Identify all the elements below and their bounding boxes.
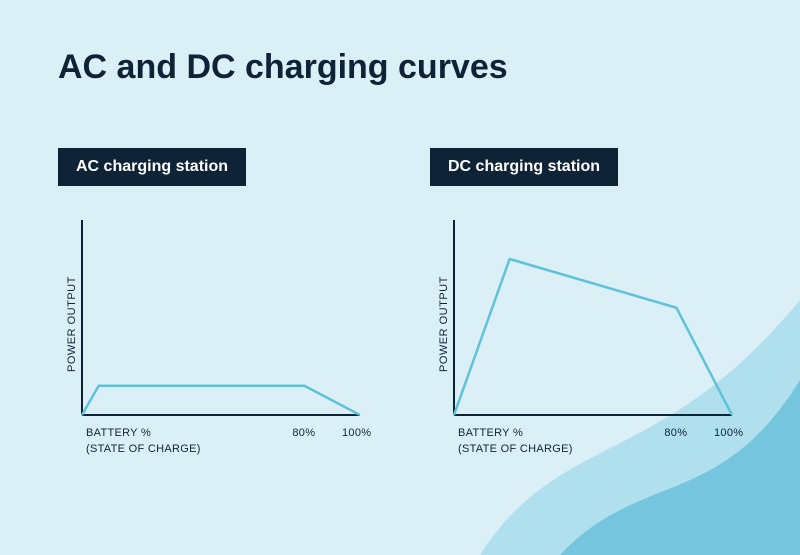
ac-chart: POWER OUTPUT BATTERY % (STATE OF CHARGE)… <box>58 220 378 475</box>
dc-x-axis-label-line2: (STATE OF CHARGE) <box>458 443 573 455</box>
ac-chart-label: AC charging station <box>58 148 246 186</box>
dc-xtick-100: 100% <box>714 427 743 439</box>
ac-y-axis-label: POWER OUTPUT <box>66 276 78 372</box>
dc-chart: POWER OUTPUT BATTERY % (STATE OF CHARGE)… <box>430 220 750 475</box>
ac-chart-svg <box>80 220 370 425</box>
ac-x-axis-label-line2: (STATE OF CHARGE) <box>86 443 201 455</box>
content-layer: AC and DC charging curves AC charging st… <box>0 0 800 555</box>
dc-xtick-80: 80% <box>664 427 687 439</box>
dc-y-axis-label: POWER OUTPUT <box>438 276 450 372</box>
dc-x-axis-label-line1: BATTERY % <box>458 427 523 439</box>
dc-chart-svg <box>452 220 742 425</box>
dc-chart-label: DC charging station <box>430 148 618 186</box>
ac-xtick-100: 100% <box>342 427 371 439</box>
ac-xtick-80: 80% <box>292 427 315 439</box>
page-root: AC and DC charging curves AC charging st… <box>0 0 800 555</box>
page-title: AC and DC charging curves <box>58 48 508 87</box>
ac-x-axis-label-line1: BATTERY % <box>86 427 151 439</box>
